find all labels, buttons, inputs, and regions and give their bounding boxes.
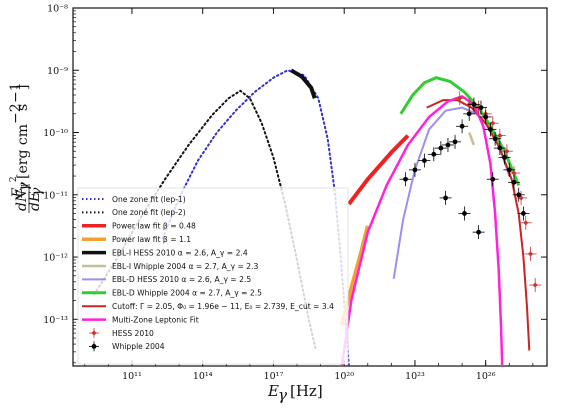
svg-text:s: s xyxy=(15,104,31,111)
svg-text:γ: γ xyxy=(278,386,287,404)
x-tick-label-5: 10²³ xyxy=(405,371,425,382)
axis-ticks: 10¹¹ 10¹⁴ 10¹⁷ 10²⁰ 10²³ 10²⁶ 10⁻⁸ 10⁻⁹ 10⁻¹⁰ 10⁻… xyxy=(43,4,547,382)
svg-text:EBL-I Whipple 2004 α = 2.7, A_: EBL-I Whipple 2004 α = 2.7, A_γ = 2.3 xyxy=(112,262,259,271)
whipple-point-17 xyxy=(503,162,516,177)
data-points-layer xyxy=(399,91,542,293)
svg-text:One zone fit (lep-1): One zone fit (lep-1) xyxy=(112,195,186,204)
legend-item-2: One zone fit (lep-2) xyxy=(82,208,186,217)
y-tick-label-2: 10⁻⁹ xyxy=(47,66,68,77)
x-tick-label-3: 10¹⁷ xyxy=(264,371,284,382)
svg-text:Power law fit β = 1.1: Power law fit β = 1.1 xyxy=(112,235,191,244)
svg-text:Cutoff: Γ = 2.05, Φ₀ = 1.96e −: Cutoff: Γ = 2.05, Φ₀ = 1.96e − 11, E₀ = … xyxy=(112,302,334,311)
svg-text:HESS 2010: HESS 2010 xyxy=(112,329,154,338)
svg-text:]: ] xyxy=(15,85,31,90)
whipple-point-10 xyxy=(467,97,480,112)
y-tick-label-3: 10⁻¹⁰ xyxy=(43,128,68,139)
svg-text:γ: γ xyxy=(16,182,32,191)
legend-item-1: One zone fit (lep-1) xyxy=(82,195,186,204)
whipple-point-2 xyxy=(408,162,421,177)
svg-text:EBL-D HESS 2010 α = 2.6, A_γ =: EBL-D HESS 2010 α = 2.6, A_γ = 2.5 xyxy=(112,275,251,284)
whipple-point-19 xyxy=(512,187,525,202)
svg-text:Whipple 2004: Whipple 2004 xyxy=(112,342,165,351)
whipple-point-20 xyxy=(517,206,530,221)
svg-text:[Hz]: [Hz] xyxy=(290,382,323,400)
whipple-point-21 xyxy=(439,190,452,205)
whipple-point-16 xyxy=(498,150,511,165)
hess-point-5 xyxy=(486,116,499,131)
y-tick-label-1: 10⁻⁸ xyxy=(47,4,68,15)
whipple-point-6 xyxy=(441,137,454,152)
whipple-point-22 xyxy=(458,206,471,221)
y-tick-label-4: 10⁻¹¹ xyxy=(43,190,68,201)
svg-text:EBL-I HESS 2010 α = 2.6, A_γ =: EBL-I HESS 2010 α = 2.6, A_γ = 2.4 xyxy=(112,248,248,257)
whipple-point-24 xyxy=(486,172,499,187)
legend-item-7: EBL-D HESS 2010 α = 2.6, A_γ = 2.5 xyxy=(82,275,251,284)
x-tick-label-1: 10¹¹ xyxy=(122,371,142,382)
y-axis-label: Eγ2 dN γ dE γ [erg cm −2 s −1 ] xyxy=(8,82,45,213)
series-line-6 xyxy=(468,132,476,146)
series-line-9 xyxy=(426,99,531,351)
legend-item-10: Multi-Zone Leptonic Fit xyxy=(82,315,199,324)
series-line-10 xyxy=(340,95,504,366)
series-line-3 xyxy=(347,134,410,206)
whipple-point-15 xyxy=(493,141,506,156)
hess-point-10 xyxy=(519,215,532,230)
hess-point-6 xyxy=(493,128,506,143)
hess-point-11 xyxy=(524,246,537,261)
legend-box xyxy=(77,187,349,365)
svg-text:One zone fit (lep-2): One zone fit (lep-2) xyxy=(112,208,186,217)
whipple-point-18 xyxy=(507,175,520,190)
svg-text:E: E xyxy=(267,382,279,400)
hess-point-12 xyxy=(529,278,542,293)
legend-item-11: HESS 2010 xyxy=(89,328,154,338)
plot-frame xyxy=(72,7,548,367)
whipple-point-1 xyxy=(399,172,412,187)
y-tick-label-6: 10⁻¹³ xyxy=(43,315,68,326)
legend-item-9: Cutoff: Γ = 2.05, Φ₀ = 1.96e − 11, E₀ = … xyxy=(82,302,334,311)
x-tick-label-4: 10²⁰ xyxy=(334,371,354,382)
svg-text:dN: dN xyxy=(14,189,30,211)
whipple-point-3 xyxy=(418,153,431,168)
svg-text:[erg cm: [erg cm xyxy=(15,124,31,179)
whipple-point-4 xyxy=(427,147,440,162)
legend-item-12: Whipple 2004 xyxy=(89,341,165,352)
legend-item-8: EBL-D Whipple 2004 α = 2.7, A_γ = 2.5 xyxy=(82,289,262,298)
svg-text:Eγ2: Eγ2 xyxy=(9,176,29,198)
svg-text:dE: dE xyxy=(27,192,43,211)
y-tick-label-5: 10⁻¹² xyxy=(43,253,68,264)
hess-point-7 xyxy=(500,144,513,159)
legend: One zone fit (lep-1) One zone fit (lep-2)… xyxy=(77,187,349,365)
svg-text:−1: −1 xyxy=(8,82,24,103)
svg-text:Power law fit β = 0.48: Power law fit β = 0.48 xyxy=(112,222,196,231)
x-axis-label: E γ [Hz] xyxy=(267,382,323,404)
svg-text:−2: −2 xyxy=(8,103,24,124)
svg-text:EBL-D Whipple 2004 α = 2.7, A_: EBL-D Whipple 2004 α = 2.7, A_γ = 2.5 xyxy=(112,289,262,298)
whipple-point-11 xyxy=(474,100,487,115)
whipple-point-13 xyxy=(484,122,497,137)
whipple-point-23 xyxy=(472,225,485,240)
whipple-point-12 xyxy=(479,109,492,124)
x-tick-label-6: 10²⁶ xyxy=(476,371,496,382)
hess-point-1 xyxy=(453,91,466,106)
legend-item-5: EBL-I HESS 2010 α = 2.6, A_γ = 2.4 xyxy=(82,248,248,257)
whipple-point-9 xyxy=(463,106,476,121)
svg-text:γ: γ xyxy=(29,187,45,196)
whipple-point-5 xyxy=(434,141,447,156)
x-tick-label-2: 10¹⁴ xyxy=(193,371,213,382)
legend-item-6: EBL-I Whipple 2004 α = 2.7, A_γ = 2.3 xyxy=(82,262,259,271)
series-line-5 xyxy=(290,68,317,99)
whipple-point-14 xyxy=(489,131,502,146)
whipple-point-7 xyxy=(449,134,462,149)
svg-text:Multi-Zone Leptonic Fit: Multi-Zone Leptonic Fit xyxy=(112,315,199,324)
legend-item-3: Power law fit β = 0.48 xyxy=(82,222,196,231)
legend-item-4: Power law fit β = 1.1 xyxy=(82,235,191,244)
whipple-point-8 xyxy=(456,119,469,134)
